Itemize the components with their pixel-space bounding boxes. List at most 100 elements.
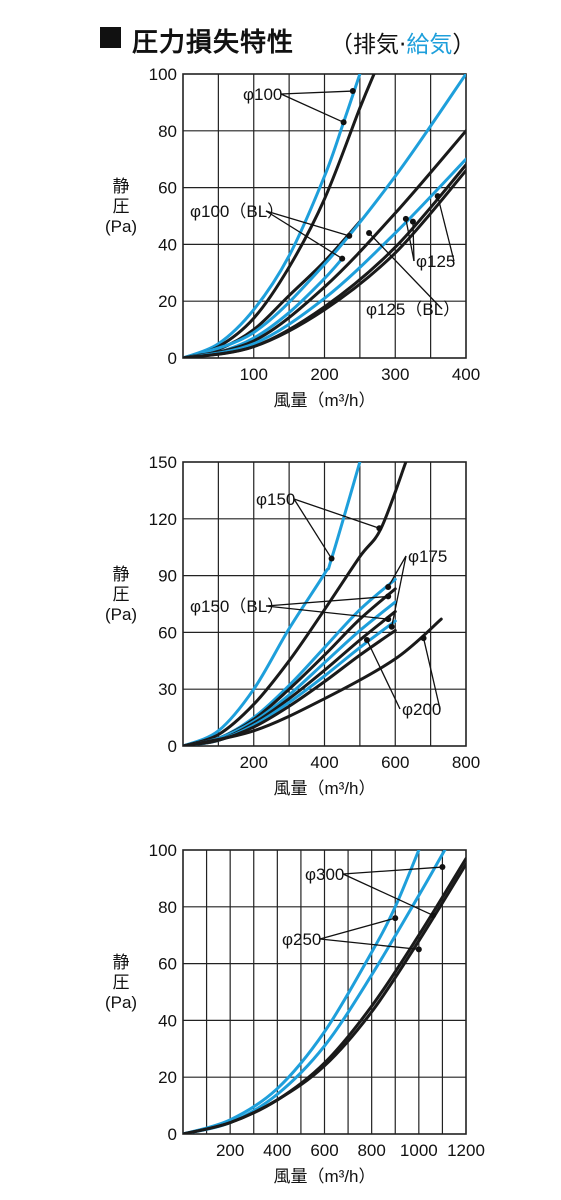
x-tick-label: 200 — [240, 753, 268, 772]
y-tick-label: 30 — [158, 680, 177, 699]
subtitle-exhaust: （排気· — [330, 32, 407, 58]
annotation-leader-line — [368, 232, 443, 310]
annotation-dot — [385, 593, 392, 600]
annotation-dot — [340, 119, 347, 126]
x-axis-title: 風量（m³/h） — [274, 391, 376, 410]
y-tick-label: 120 — [149, 510, 177, 529]
annotation-leader-line — [265, 595, 389, 607]
annotation-label: φ125 — [416, 252, 455, 271]
annotation-label: φ250 — [282, 930, 321, 949]
annotation-leader-line — [391, 555, 407, 627]
y-axis-title-line: 静 — [113, 177, 130, 196]
y-tick-label: 20 — [158, 292, 177, 311]
annotation-leader-line — [366, 639, 401, 710]
y-axis-title-line: (Pa) — [105, 605, 137, 624]
series-line-7 — [183, 157, 466, 358]
annotation-leader-line — [387, 555, 407, 588]
series-line-5 — [183, 74, 466, 358]
annotation-leader-line — [265, 210, 343, 260]
series-line-6 — [183, 129, 466, 358]
x-tick-label: 400 — [310, 753, 338, 772]
x-tick-label: 600 — [381, 753, 409, 772]
y-tick-label: 0 — [168, 737, 177, 756]
y-axis-title-line: 静 — [113, 953, 130, 972]
square-bullet-icon — [100, 27, 121, 48]
x-axis-title: 風量（m³/h） — [274, 779, 376, 798]
annotation-leader-line — [293, 498, 380, 529]
series-line-2 — [183, 850, 447, 1134]
x-tick-label: 400 — [263, 1141, 291, 1160]
y-axis-title-line: 圧 — [113, 197, 130, 216]
annotation-leader-line — [280, 90, 353, 95]
annotation-dot — [346, 232, 353, 239]
annotation-dot — [392, 915, 399, 922]
x-tick-label: 1000 — [400, 1141, 438, 1160]
annotation-label: φ300 — [305, 865, 344, 884]
pressure-loss-chart-small: 0 20 40 60 80 100 100 200 300 400 静圧(Pa) 風量（m³/h） φ1… — [105, 65, 480, 410]
annotation-label: φ200 — [402, 700, 441, 719]
annotation-dot — [385, 616, 392, 623]
x-tick-label: 600 — [310, 1141, 338, 1160]
y-axis-title-line: 静 — [113, 565, 130, 584]
page-subtitle: （排気·給気） — [330, 25, 475, 59]
y-tick-label: 80 — [158, 122, 177, 141]
series-line-4 — [183, 862, 466, 1134]
y-axis-title-line: 圧 — [113, 585, 130, 604]
subtitle-supply: 給気 — [406, 32, 453, 58]
annotation-leader-line — [293, 498, 333, 559]
y-tick-label: 60 — [158, 623, 177, 642]
y-tick-label: 20 — [158, 1068, 177, 1087]
y-tick-label: 0 — [168, 349, 177, 368]
pressure-loss-chart-medium: 0 30 60 90 120 150 200 400 600 800 静圧(Pa) 風量（m³/h） φ… — [105, 453, 480, 798]
annotation-label: φ175 — [408, 547, 447, 566]
x-tick-label: 800 — [452, 753, 480, 772]
annotation-leader-line — [437, 195, 455, 262]
annotation-label: φ150 — [256, 490, 295, 509]
annotation-leader-line — [280, 93, 344, 123]
annotation-dot — [434, 193, 441, 200]
annotation-dot — [402, 215, 409, 222]
y-tick-label: 80 — [158, 898, 177, 917]
series-group — [183, 462, 443, 746]
y-tick-label: 150 — [149, 453, 177, 472]
x-tick-label: 100 — [240, 365, 268, 384]
annotation-dot — [339, 255, 346, 262]
annotation-dot — [328, 555, 335, 562]
annotation-dot — [363, 636, 370, 643]
x-axis-title: 風量（m³/h） — [274, 1167, 376, 1186]
y-tick-label: 60 — [158, 179, 177, 198]
annotation-dot — [409, 218, 416, 225]
annotation-dot — [385, 583, 392, 590]
x-tick-label: 400 — [452, 365, 480, 384]
y-axis-title-line: (Pa) — [105, 217, 137, 236]
annotation-dot — [388, 623, 395, 630]
annotation-dot — [376, 525, 383, 532]
annotation-leader-line — [342, 873, 434, 916]
plot-frame — [182, 849, 467, 1135]
annotation-dot — [429, 912, 436, 919]
annotation-label: φ150（BL） — [190, 597, 284, 616]
series-line-9 — [183, 617, 443, 746]
page-title: 圧力損失特性 — [132, 28, 295, 58]
x-tick-label: 200 — [310, 365, 338, 384]
x-tick-label: 200 — [216, 1141, 244, 1160]
annotation-dot — [439, 864, 446, 871]
y-axis-title-line: (Pa) — [105, 993, 137, 1012]
annotation-label: φ100 — [243, 85, 282, 104]
chart-header: 圧力損失特性 （排気·給気） — [100, 18, 540, 58]
plot-frame — [182, 73, 467, 359]
annotation-leader-line — [319, 938, 419, 951]
annotation-dot — [415, 946, 422, 953]
annotation-leader-line — [422, 637, 441, 710]
y-axis-title-line: 圧 — [113, 973, 130, 992]
annotation-label: φ100（BL） — [190, 202, 284, 221]
annotation-label: φ125（BL） — [366, 300, 460, 319]
annotation-leader-line — [265, 210, 350, 237]
plot-frame — [182, 461, 467, 747]
y-tick-label: 60 — [158, 955, 177, 974]
annotation-leader-line — [412, 221, 415, 262]
y-tick-label: 100 — [149, 65, 177, 84]
annotation-dot — [420, 635, 427, 642]
annotation-leader-line — [319, 917, 396, 940]
